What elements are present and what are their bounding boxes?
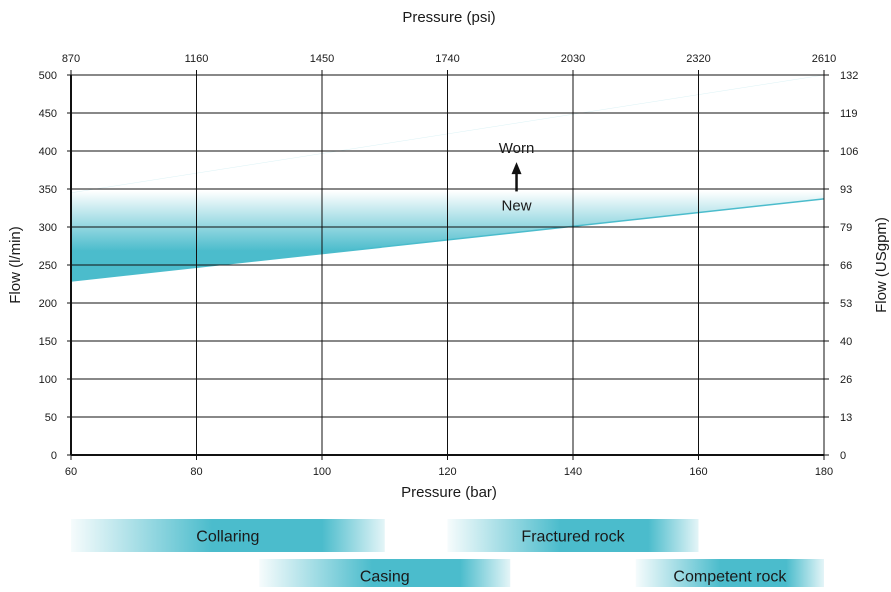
x-tick-label: 140 [564,466,582,478]
x-tick-label: 100 [313,466,331,478]
x-tick-label: 80 [190,466,202,478]
y-tick-label: 400 [39,146,57,158]
y-tick-label: 200 [39,298,57,310]
x2-tick-label: 2030 [561,53,585,65]
application-range-label: Competent rock [673,569,787,586]
application-range-fill [71,519,385,552]
application-range-bar: Collaring [71,519,385,552]
application-range-bar: Competent rock [635,559,824,592]
new-label: New [502,197,532,214]
y2-axis-title: Flow (USgpm) [873,217,890,313]
y2-tick-label: 26 [840,374,852,386]
x2-tick-label: 1740 [435,53,459,65]
y2-tick-label: 66 [840,260,852,272]
y2-tick-label: 132 [840,70,858,82]
x-tick-label: 120 [438,466,456,478]
y-tick-label: 150 [39,336,57,348]
y2-tick-label: 106 [840,146,858,158]
y-axis-title: Flow (l/min) [7,226,24,304]
x-axis-title: Pressure (bar) [401,484,497,501]
x2-tick-label: 2610 [812,53,836,65]
wear-arrow-head [511,162,522,175]
x-tick-label: 60 [65,466,77,478]
x2-tick-label: 870 [62,53,80,65]
y-tick-label: 0 [51,450,57,462]
y2-tick-label: 0 [840,450,846,462]
x-tick-label: 180 [815,466,833,478]
application-range-bar: Fractured rock [447,519,699,552]
x2-tick-label: 1160 [185,53,209,65]
x2-tick-label: 1450 [310,53,334,65]
x-tick-label: 160 [689,466,707,478]
x2-axis-title: Pressure (psi) [402,9,495,26]
x2-tick-label: 2320 [686,53,710,65]
y2-tick-label: 119 [840,108,858,120]
y-tick-label: 500 [39,70,57,82]
y2-tick-label: 79 [840,222,852,234]
application-range-label: Fractured rock [521,529,625,546]
y-tick-label: 300 [39,222,57,234]
application-range-label: Collaring [196,529,259,546]
application-range-bar: Casing [259,559,511,592]
y2-tick-label: 40 [840,336,852,348]
y2-tick-label: 53 [840,298,852,310]
y-tick-label: 350 [39,184,57,196]
application-range-fill [447,519,699,552]
worn-label: Worn [499,140,535,157]
y2-tick-label: 93 [840,184,852,196]
application-range-label: Casing [360,569,410,586]
y-tick-label: 450 [39,108,57,120]
y-tick-label: 250 [39,260,57,272]
y2-tick-label: 13 [840,412,852,424]
y-tick-label: 100 [39,374,57,386]
y-tick-label: 50 [45,412,57,424]
